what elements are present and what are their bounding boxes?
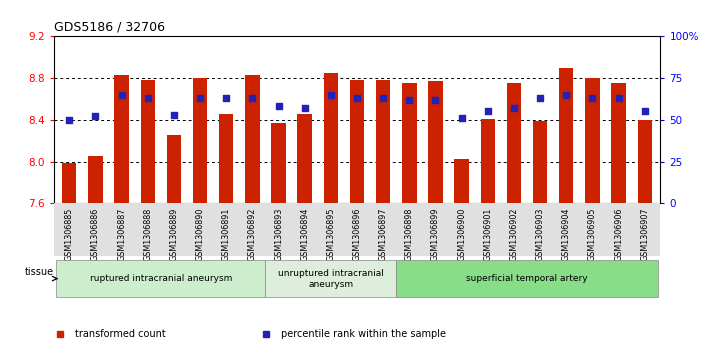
Bar [323, 73, 338, 203]
Text: GSM1306897: GSM1306897 [378, 208, 388, 261]
Text: GSM1306894: GSM1306894 [300, 208, 309, 261]
Point [116, 92, 127, 98]
FancyBboxPatch shape [56, 260, 266, 297]
Text: GSM1306886: GSM1306886 [91, 208, 100, 261]
Bar [114, 75, 129, 203]
Text: GSM1306890: GSM1306890 [196, 208, 204, 261]
Bar [428, 81, 443, 203]
Bar [454, 159, 469, 203]
Text: GSM1306900: GSM1306900 [457, 208, 466, 261]
Text: unruptured intracranial
aneurysm: unruptured intracranial aneurysm [278, 269, 384, 289]
Point [587, 95, 598, 101]
Point [613, 95, 624, 101]
Point [534, 95, 545, 101]
Bar [298, 114, 312, 203]
Point [403, 97, 415, 103]
Point [299, 105, 311, 111]
Text: GSM1306906: GSM1306906 [614, 208, 623, 261]
Bar [62, 163, 76, 203]
Bar [219, 114, 233, 203]
Text: GSM1306896: GSM1306896 [353, 208, 361, 261]
Point [325, 92, 336, 98]
Text: tissue: tissue [25, 267, 54, 277]
Point [430, 97, 441, 103]
Bar [638, 120, 652, 203]
Point [142, 95, 154, 101]
Text: GSM1306893: GSM1306893 [274, 208, 283, 261]
Point [90, 114, 101, 119]
Point [221, 95, 232, 101]
Text: GSM1306885: GSM1306885 [65, 208, 74, 261]
Text: percentile rank within the sample: percentile rank within the sample [281, 329, 446, 339]
Text: GSM1306895: GSM1306895 [326, 208, 336, 261]
Point [482, 109, 493, 114]
Bar [89, 156, 103, 203]
Bar [402, 83, 416, 203]
Bar [559, 68, 573, 203]
Bar [611, 83, 625, 203]
Bar [585, 78, 600, 203]
Point [169, 112, 180, 118]
Point [246, 95, 258, 101]
Bar [166, 135, 181, 203]
Bar [193, 78, 207, 203]
Text: GSM1306902: GSM1306902 [510, 208, 518, 261]
Text: GSM1306887: GSM1306887 [117, 208, 126, 261]
Bar [350, 80, 364, 203]
Point [273, 103, 284, 109]
FancyBboxPatch shape [396, 260, 658, 297]
Point [508, 105, 520, 111]
Bar [507, 83, 521, 203]
Text: transformed count: transformed count [75, 329, 166, 339]
Text: GSM1306889: GSM1306889 [169, 208, 178, 261]
Text: GSM1306891: GSM1306891 [222, 208, 231, 261]
Text: GSM1306905: GSM1306905 [588, 208, 597, 261]
Point [639, 109, 650, 114]
Bar [141, 80, 155, 203]
Text: GSM1306888: GSM1306888 [144, 208, 152, 261]
Text: GSM1306907: GSM1306907 [640, 208, 649, 261]
Point [194, 95, 206, 101]
Text: superficial temporal artery: superficial temporal artery [466, 274, 588, 283]
Point [560, 92, 572, 98]
Bar [245, 75, 260, 203]
Text: ruptured intracranial aneurysm: ruptured intracranial aneurysm [90, 274, 232, 283]
Text: GSM1306892: GSM1306892 [248, 208, 257, 261]
Text: GSM1306899: GSM1306899 [431, 208, 440, 261]
Bar [271, 123, 286, 203]
Text: GSM1306904: GSM1306904 [562, 208, 570, 261]
Text: GSM1306903: GSM1306903 [536, 208, 545, 261]
Text: GSM1306898: GSM1306898 [405, 208, 414, 261]
Point [378, 95, 389, 101]
Bar [376, 80, 391, 203]
Text: GSM1306901: GSM1306901 [483, 208, 492, 261]
Text: GDS5186 / 32706: GDS5186 / 32706 [54, 21, 164, 34]
Point [64, 117, 75, 123]
FancyBboxPatch shape [266, 260, 396, 297]
Point [351, 95, 363, 101]
Bar [533, 121, 548, 203]
Bar [481, 119, 495, 203]
Point [456, 115, 468, 121]
